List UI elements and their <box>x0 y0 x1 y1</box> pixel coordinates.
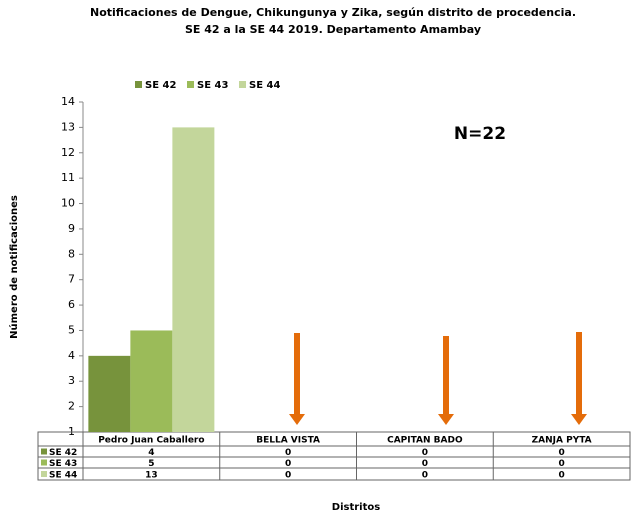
y-tick-label: 13 <box>61 120 75 133</box>
table-cell: 0 <box>285 448 291 458</box>
arrows <box>289 332 587 425</box>
y-tick-label: 5 <box>68 323 75 336</box>
table-cell: 0 <box>422 459 428 469</box>
y-axis-label: Número de notificaciones <box>8 195 20 339</box>
y-tick-label: 6 <box>68 298 75 311</box>
x-tick-label: BELLA VISTA <box>256 436 320 446</box>
legend-swatch <box>239 81 246 88</box>
y-tick-label: 3 <box>68 374 75 387</box>
arrow-shaft <box>443 336 449 415</box>
y-tick-label: 12 <box>61 146 75 159</box>
x-axis-label: Distritos <box>332 502 380 513</box>
table-cell: 0 <box>558 459 564 469</box>
arrow-head <box>571 414 587 425</box>
table-swatch <box>41 471 47 477</box>
bar <box>130 330 173 432</box>
y-tick-label: 14 <box>61 95 75 108</box>
bar <box>88 355 131 432</box>
table-cell: 0 <box>285 459 291 469</box>
x-tick-label: CAPITAN BADO <box>387 436 463 446</box>
bar <box>172 127 215 432</box>
table-swatch <box>41 459 47 466</box>
table-cell: 4 <box>148 448 154 458</box>
table-row-label: SE 44 <box>49 471 77 481</box>
table-cell: 0 <box>558 448 564 458</box>
y-tick-label: 2 <box>68 400 75 413</box>
arrow-head <box>289 414 305 425</box>
legend-swatch <box>187 81 194 88</box>
table-cell: 13 <box>145 471 158 481</box>
legend-swatch <box>135 81 142 88</box>
table-cell: 0 <box>285 471 291 481</box>
table-cell: 0 <box>422 448 428 458</box>
table-row-label: SE 42 <box>49 448 77 458</box>
y-tick-label: 9 <box>68 222 75 235</box>
arrow-shaft <box>294 333 300 415</box>
table-cell: 0 <box>422 471 428 481</box>
table-row-label: SE 43 <box>49 459 77 469</box>
table-cell: 0 <box>558 471 564 481</box>
annotation: N=22 <box>454 124 506 144</box>
table-swatch <box>41 448 47 455</box>
y-tick-label: 8 <box>68 247 75 260</box>
legend-label: SE 44 <box>249 80 280 91</box>
chart-subtitle: SE 42 a la SE 44 2019. Departamento Amam… <box>185 23 481 36</box>
arrow-shaft <box>576 332 582 415</box>
y-tick-label: 7 <box>68 273 75 286</box>
table-cell: 5 <box>148 459 154 469</box>
x-tick-label: ZANJA PYTA <box>532 436 592 446</box>
y-tick-label: 10 <box>61 197 75 210</box>
chart-title: Notificaciones de Dengue, Chikungunya y … <box>90 6 576 19</box>
legend-label: SE 43 <box>197 80 228 91</box>
legend-label: SE 42 <box>145 80 176 91</box>
x-tick-label: Pedro Juan Caballero <box>98 436 204 446</box>
arrow-head <box>438 414 454 425</box>
y-tick-label: 11 <box>61 171 75 184</box>
y-tick-label: 4 <box>68 349 75 362</box>
